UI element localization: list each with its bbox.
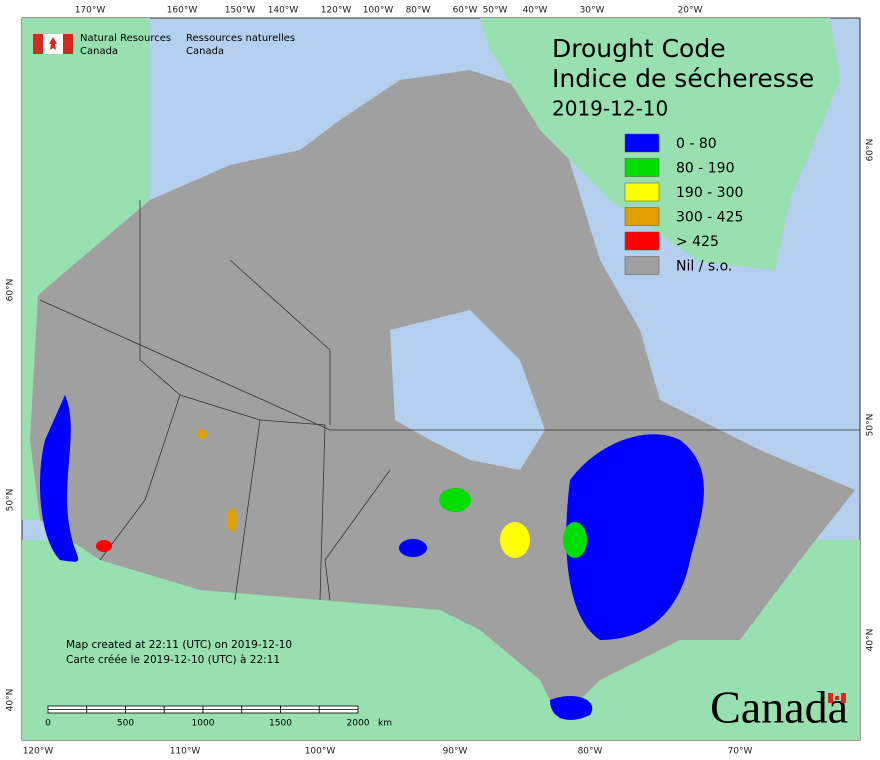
note: Carte créée le 2019-12-10 (UTC) à 22:11 [66,654,280,666]
graticule-label: 20°W [678,6,703,16]
flag-band [841,693,846,703]
zone-425 [96,540,112,552]
graticule-label: 60°N [6,279,16,302]
graticule-label: 50°N [6,489,16,512]
flag-leaf [835,696,839,700]
legend-label: 0 - 80 [676,136,717,152]
flag-leaf [49,37,57,50]
greenland [480,18,840,270]
agency-en: Natural Resources [80,33,171,44]
graticule-label: 150°W [225,6,256,16]
mb-on-border [324,469,391,601]
zone-190-300 [500,522,530,558]
note: Map created at 22:11 (UTC) on 2019-12-10 [66,639,292,651]
zone-0-80-bc [40,395,79,562]
scale-label: 1000 [192,719,215,729]
flag-band [33,34,43,54]
graticule-label: 80°W [406,6,431,16]
graticule-label: 120°W [321,6,352,16]
legend-swatch [624,158,660,177]
graticule-label: 40°N [866,629,876,652]
zone-0-80-on [399,539,427,557]
legend-swatch [624,256,660,275]
graticule-label: 60°W [453,6,478,16]
scale-label: 2000 [347,719,370,729]
scale-label: 1500 [269,719,292,729]
zone-300-425 [197,429,207,439]
agency-en: Canada [80,46,118,57]
graticule-label: 40°W [523,6,548,16]
wordmark: Canada [710,682,848,733]
graticule-60n [39,299,860,431]
legend-swatch [624,207,660,226]
title-date: 2019-12-10 [552,97,668,121]
graticule-label: 170°W [75,6,106,16]
scale-unit: km [378,719,392,729]
graticule-label: 100°W [363,6,394,16]
graticule-label: 160°W [167,6,198,16]
agency-logo: Natural Resources Canada Ressources natu… [33,33,295,57]
zone-0-80-ns [550,695,593,720]
scale-label: 0 [45,719,51,729]
agency-fr: Ressources naturelles [186,33,295,44]
alaska [22,18,150,300]
graticule-label: 50°W [483,6,508,16]
legend-swatch [624,133,660,153]
graticule-label: 50°N [866,414,876,437]
wordmark-flag [828,693,846,703]
legend-label: 300 - 425 [676,210,743,226]
zone-300-425 [227,508,237,532]
graticule-label: 60°N [866,139,876,162]
graticule-label: 40°N [6,689,16,712]
legend-label: Nil / s.o. [676,259,732,275]
graticule-label: 80°W [578,747,603,757]
graticule-label: 140°W [268,6,299,16]
legend-label: 190 - 300 [676,185,743,201]
legend-label: > 425 [676,234,719,250]
zone-80-190-qc [563,522,587,558]
title-en: Drought Code [552,34,726,63]
graticule-label: 100°W [305,747,336,757]
graticule-label: 30°W [580,6,605,16]
legend-swatch [624,182,660,202]
flag-band [828,693,833,703]
graticule-label: 110°W [170,747,201,757]
flag-band [63,34,73,54]
sk-mb-border [259,419,326,601]
graticule-label: 120°W [23,747,54,757]
graticule-label: 70°W [728,747,753,757]
zone-0-80-quebec [566,434,704,640]
scale-label: 500 [117,719,134,729]
graticule-label: 90°W [443,747,468,757]
legend-swatch [624,231,660,251]
zone-80-190-on [439,488,471,512]
legend-label: 80 - 190 [676,161,735,177]
agency-fr: Canada [186,46,224,57]
title-fr: Indice de sécheresse [552,64,814,93]
nt-nu-border [229,259,331,425]
